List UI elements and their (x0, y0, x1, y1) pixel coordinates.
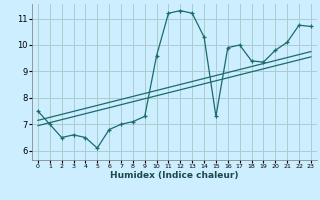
X-axis label: Humidex (Indice chaleur): Humidex (Indice chaleur) (110, 171, 239, 180)
